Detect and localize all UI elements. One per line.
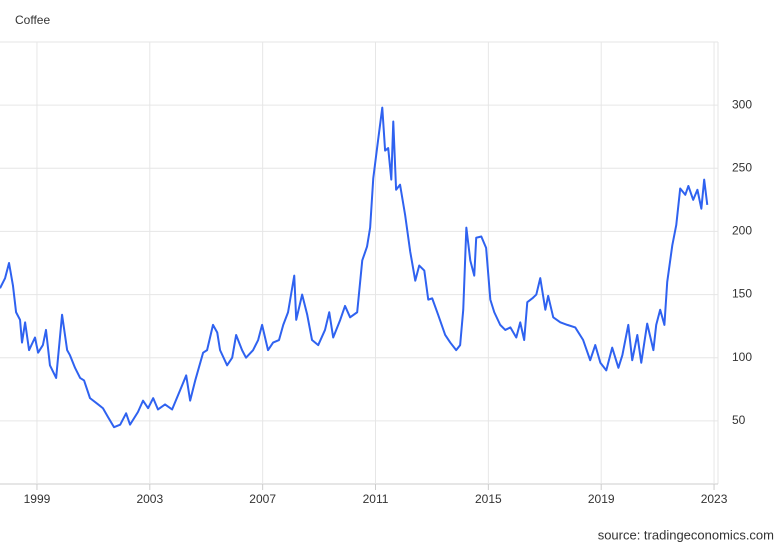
x-tick-label: 2019: [588, 492, 615, 506]
x-tick-label: 2023: [701, 492, 728, 506]
y-tick-label: 150: [732, 287, 752, 301]
y-tick-label: 300: [732, 97, 752, 111]
x-tick-label: 1999: [24, 492, 51, 506]
y-tick-label: 200: [732, 224, 752, 238]
x-tick-label: 2003: [136, 492, 163, 506]
x-tick-label: 2015: [475, 492, 502, 506]
source-note: source: tradingeconomics.com: [598, 527, 774, 542]
y-tick-label: 250: [732, 160, 752, 174]
x-tick-label: 2011: [363, 492, 389, 506]
chart-title: Coffee: [15, 13, 50, 27]
y-tick-label: 50: [732, 413, 746, 427]
data-line: [0, 106, 709, 429]
x-tick-label: 2007: [249, 492, 276, 506]
y-tick-label: 100: [732, 350, 752, 364]
